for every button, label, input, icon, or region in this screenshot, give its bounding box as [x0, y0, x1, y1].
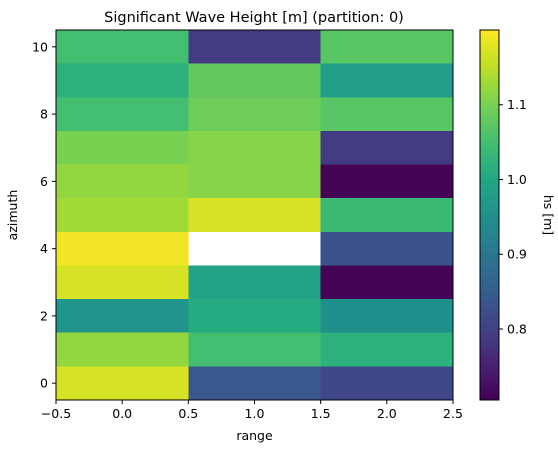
y-tick-label: 4 [40, 241, 48, 256]
heatmap-cell [188, 164, 321, 199]
heatmap-cell [320, 30, 453, 64]
y-tick-label: 10 [32, 39, 48, 54]
x-tick-label: −0.5 [41, 406, 71, 421]
heatmap-cell [56, 198, 189, 232]
heatmap-cell [188, 63, 321, 98]
heatmap-cell [56, 299, 189, 333]
heatmap-cell [188, 97, 321, 131]
colorbar-tick-label: 1.0 [507, 172, 527, 187]
x-tick-label: 1.0 [245, 406, 265, 421]
heatmap-cell [320, 299, 453, 333]
heatmap-cell [188, 231, 321, 266]
heatmap-cell [320, 164, 453, 199]
heatmap-cell [56, 130, 189, 165]
heatmap-cell [188, 30, 321, 64]
heatmap-cell [320, 63, 453, 98]
heatmap-cell [188, 198, 321, 232]
heatmap-cell [56, 164, 189, 199]
y-tick-label: 2 [40, 308, 48, 323]
heatmap-cell [56, 366, 189, 400]
heatmap-cell [320, 265, 453, 300]
x-axis-label: range [236, 428, 273, 443]
x-axis-ticks: −0.5 0.0 0.5 1.0 1.5 2.0 2.5 [41, 400, 463, 421]
colorbar-ticks: 0.8 0.9 1.0 1.1 [499, 97, 527, 336]
y-axis-label: azimuth [5, 190, 20, 241]
x-tick-label: 0.0 [112, 406, 132, 421]
x-tick-label: 2.5 [443, 406, 463, 421]
heatmap-cell [56, 231, 189, 266]
heatmap-cell [188, 265, 321, 300]
y-tick-label: 6 [40, 174, 48, 189]
colorbar-label: hs [m] [541, 195, 556, 235]
colorbar-tick-label: 1.1 [507, 97, 527, 112]
heatmap-cell [320, 366, 453, 400]
heatmap-cell [188, 366, 321, 400]
y-tick-label: 8 [40, 107, 48, 122]
x-tick-label: 0.5 [178, 406, 198, 421]
heatmap-cell [320, 231, 453, 266]
heatmap-cell [56, 97, 189, 131]
heatmap-cell [56, 265, 189, 300]
colorbar-tick-label: 0.8 [507, 321, 527, 336]
y-axis-ticks: 0 2 4 6 8 10 [32, 39, 56, 391]
heatmap-cell [320, 130, 453, 165]
heatmap-cell [56, 332, 189, 367]
heatmap-cell [56, 30, 189, 64]
x-tick-label: 1.5 [311, 406, 331, 421]
heatmap-cell [320, 97, 453, 131]
heatmap-cell [320, 198, 453, 232]
heatmap-cells [56, 30, 453, 400]
heatmap-cell [56, 63, 189, 98]
heatmap-cell [320, 332, 453, 367]
heatmap-cell [188, 332, 321, 367]
colorbar-tick-label: 0.9 [507, 247, 527, 262]
y-tick-label: 0 [40, 376, 48, 391]
x-tick-label: 2.0 [377, 406, 397, 421]
heatmap-cell [188, 299, 321, 333]
chart-title: Significant Wave Height [m] (partition: … [104, 10, 404, 26]
heatmap-cell [188, 130, 321, 165]
colorbar [479, 29, 500, 401]
